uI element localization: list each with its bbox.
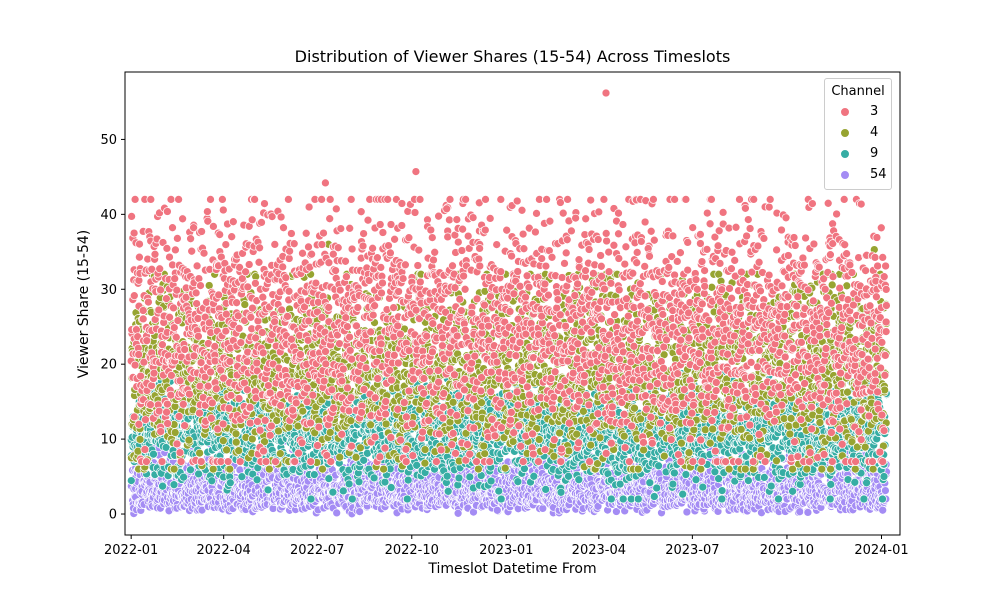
point-ch9-1567 — [529, 471, 539, 481]
point-ch9-1318 — [465, 472, 475, 482]
point-ch9-206 — [179, 472, 188, 482]
point-ch9-231 — [186, 465, 195, 475]
point-ch54-2926 — [878, 505, 888, 515]
point-ch9-0 — [126, 476, 136, 485]
point-ch9-2046 — [652, 483, 662, 493]
point-ch9-1530 — [520, 464, 529, 474]
point-ch54-2934 — [881, 486, 890, 495]
point-ch9-166 — [169, 480, 179, 490]
point-ch9-2017 — [645, 478, 655, 488]
point-ch54-2633 — [803, 508, 813, 517]
point-ch9-715 — [309, 470, 319, 479]
point-ch54-2603 — [795, 507, 805, 517]
point-ch9-314 — [207, 476, 217, 486]
point-ch9-2052 — [654, 461, 663, 471]
point-ch9-848 — [344, 479, 354, 489]
point-ch9-489 — [252, 475, 262, 485]
point-ch9-1975 — [633, 494, 643, 504]
point-ch9-861 — [347, 494, 357, 504]
data-points — [126, 88, 891, 519]
point-ch9-1233 — [443, 486, 453, 496]
point-ch9-696 — [306, 494, 316, 504]
point-ch9-2034 — [649, 492, 659, 501]
point-ch9-533 — [263, 485, 273, 495]
point-ch54-891 — [355, 507, 364, 516]
point-ch9-1073 — [402, 494, 412, 504]
point-ch9-787 — [328, 487, 338, 497]
point-ch9-1912 — [618, 494, 628, 504]
point-ch9-1401 — [486, 476, 496, 486]
point-ch9-1675 — [556, 487, 566, 497]
point-ch9-1742 — [574, 475, 584, 485]
point-ch9-1431 — [494, 486, 504, 496]
point-ch9-1701 — [564, 471, 573, 481]
point-ch9-887 — [354, 477, 364, 487]
point-ch54-1601 — [538, 504, 548, 513]
point-ch9-827 — [338, 486, 348, 496]
point-ch9-947 — [369, 473, 379, 483]
point-ch9-1441 — [496, 494, 506, 504]
point-ch9-1504 — [513, 477, 523, 487]
point-ch9-387 — [225, 478, 235, 488]
point-ch9-1268 — [453, 480, 463, 490]
point-ch9-1868 — [606, 494, 616, 504]
point-ch9-1008 — [386, 483, 396, 492]
point-ch9-260 — [194, 469, 203, 479]
point-ch9-1273 — [454, 473, 464, 483]
point-ch54-1274 — [453, 508, 463, 518]
point-ch54-803 — [332, 508, 342, 518]
point-ch9-1612 — [541, 485, 551, 494]
point-ch9-1229 — [442, 471, 452, 481]
point-ch9-1078 — [403, 475, 413, 485]
point-ch9-770 — [324, 474, 334, 483]
point-ch9-123 — [158, 481, 167, 491]
